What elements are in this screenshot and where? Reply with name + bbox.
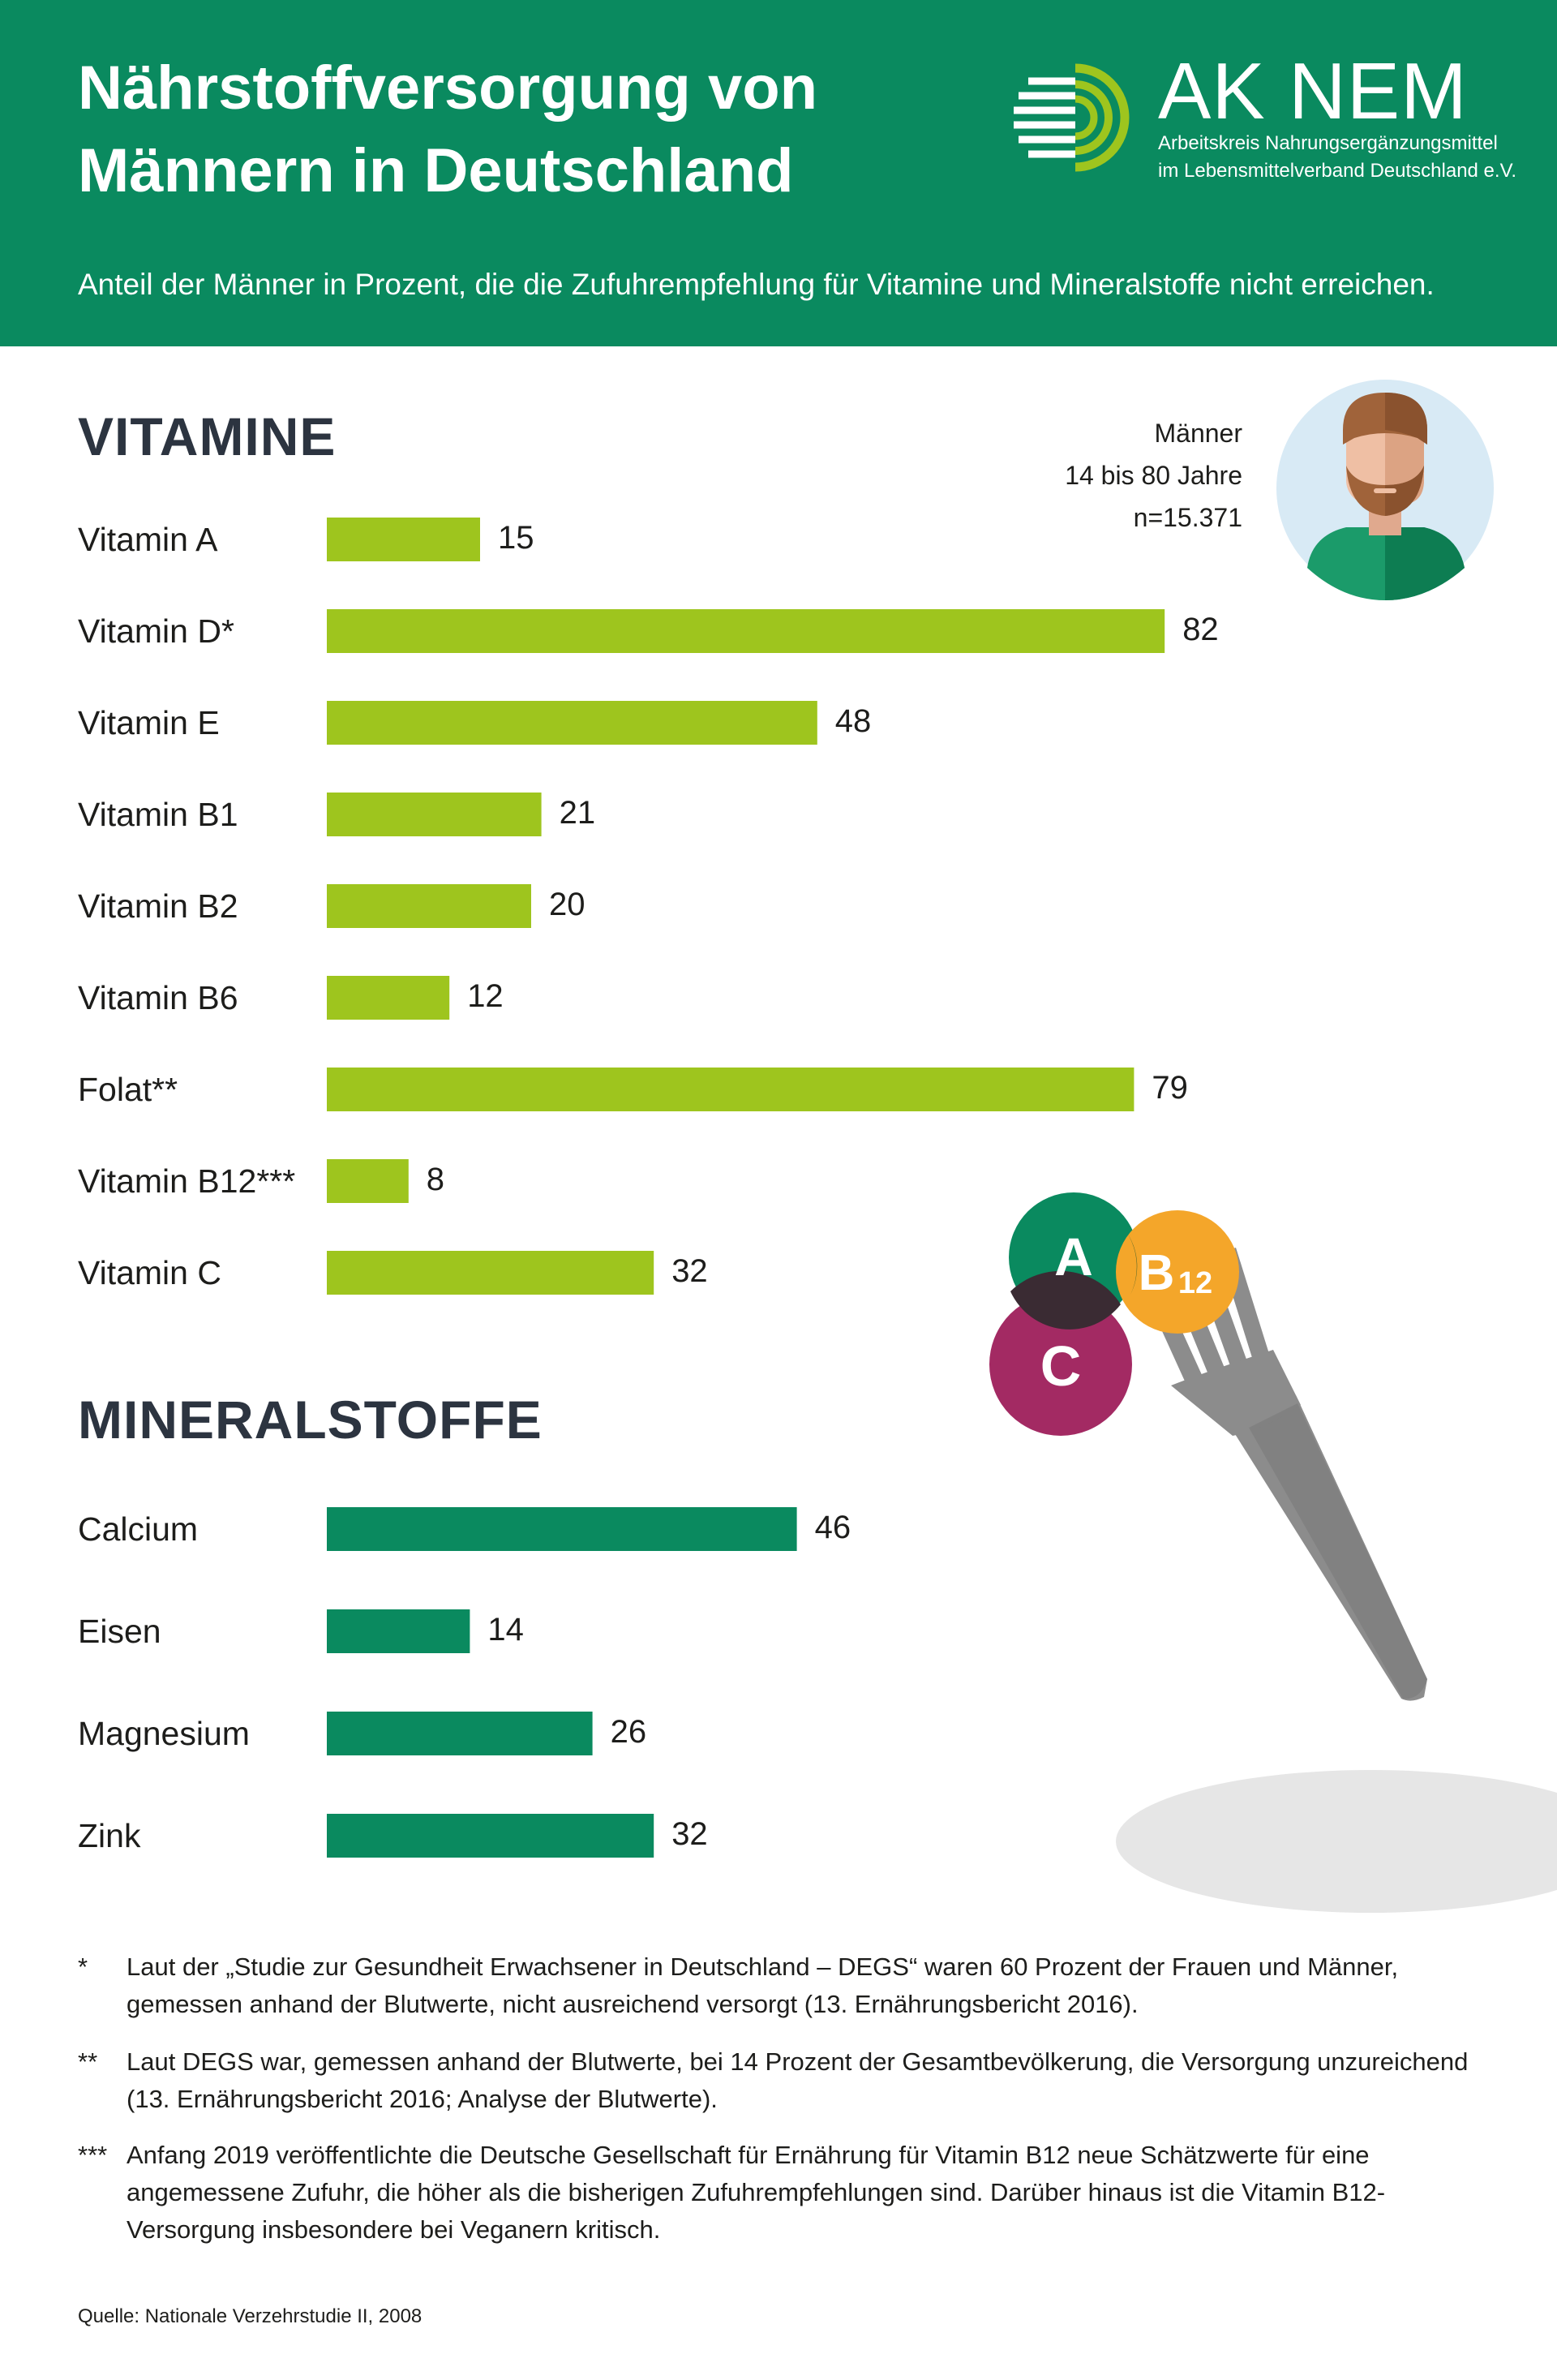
footnote-2-text: Laut DEGS war, gemessen anhand der Blutw… [127,2047,1469,2113]
value-label-calcium: 46 [815,1510,851,1545]
vitamin-c-badge [989,1293,1132,1436]
category-label-folat: Folat** [78,1071,178,1108]
category-label-vitamin-a: Vitamin A [78,521,218,558]
value-label-vitamin-c: 32 [671,1253,708,1289]
mineral-bar-eisen [327,1609,470,1653]
ak-nem-logo-icon [1014,63,1130,172]
footnote-3-mark: *** [78,2141,108,2169]
vitamin-c-label: C [1040,1334,1082,1398]
footnote-2: ** Laut DEGS war, gemessen anhand der Bl… [78,2043,1473,2118]
vitamin-badges: A B 12 C [989,1192,1239,1436]
category-label-vitamin-b1: Vitamin B1 [78,796,238,833]
brand-name: AK NEM [1158,46,1468,135]
vitamin-b12-subscript: 12 [1178,1266,1212,1300]
category-label-vitamin-c: Vitamin C [78,1254,221,1291]
source-note: Quelle: Nationale Verzehrstudie II, 2008 [78,2305,422,2327]
section-title-vitamine: VITAMINE [78,406,337,466]
footnote-1: * Laut der „Studie zur Gesundheit Erwach… [78,1948,1473,2023]
value-label-vitamin-e: 48 [835,703,872,739]
value-label-magnesium: 26 [611,1714,647,1750]
page-title: Nährstoffversorgung von Männern in Deuts… [78,47,889,213]
value-label-folat: 79 [1152,1070,1188,1106]
value-label-vitamin-b2: 20 [549,887,585,922]
vitamin-bar-vitamin-a [327,518,480,561]
vitamin-bar-vitamin-b6 [327,976,450,1020]
category-label-vitamin-b12: Vitamin B12*** [78,1162,295,1200]
brand-sub-line-2: im Lebensmittelverband Deutschland e.V. [1158,160,1517,182]
value-label-vitamin-b12: 8 [427,1162,444,1197]
category-label-vitamin-d: Vitamin D* [78,612,234,650]
category-label-calcium: Calcium [78,1510,198,1548]
demographic-note: Männer 14 bis 80 Jahre n=15.371 [1065,412,1242,539]
footnote-3: *** Anfang 2019 veröffentlichte die Deut… [78,2137,1473,2249]
brand-sub-line-1: Arbeitskreis Nahrungsergänzungsmittel [1158,132,1498,154]
value-label-vitamin-d: 82 [1182,612,1219,647]
category-label-eisen: Eisen [78,1613,161,1650]
vitamin-bar-vitamin-c [327,1251,654,1295]
header-banner: Nährstoffversorgung von Männern in Deuts… [0,0,1557,346]
value-label-vitamin-b1: 21 [560,795,596,831]
title-line-1: Nährstoffversorgung von [78,54,818,122]
vitamin-bar-vitamin-b2 [327,884,531,928]
vitamin-b-label: B [1139,1245,1175,1301]
brand-subtitle: Arbeitskreis Nahrungsergänzungsmittel im… [1158,130,1516,185]
vitamin-bar-folat [327,1068,1135,1111]
category-label-zink: Zink [78,1817,141,1854]
demographic-line-3: n=15.371 [1133,503,1242,532]
footnote-3-text: Anfang 2019 veröffentlichte die Deutsche… [127,2141,1386,2244]
value-label-zink: 32 [671,1816,708,1852]
vitamin-a-label: A [1054,1227,1093,1287]
mineral-bar-calcium [327,1507,797,1551]
mineral-bar-zink [327,1814,654,1858]
section-title-mineralstoffe: MINERALSTOFFE [78,1390,543,1450]
footnote-2-mark: ** [78,2047,98,2076]
vitamin-bar-vitamin-b12 [327,1159,409,1203]
vitamin-bar-vitamin-e [327,701,817,745]
man-avatar-icon [1276,380,1494,600]
mineral-bar-magnesium [327,1712,593,1755]
vitamin-bar-vitamin-d [327,609,1165,653]
demographic-line-2: 14 bis 80 Jahre [1065,461,1242,490]
value-label-eisen: 14 [487,1612,524,1648]
footnote-1-text: Laut der „Studie zur Gesundheit Erwachse… [127,1953,1399,2018]
category-label-vitamin-e: Vitamin E [78,704,220,741]
category-label-vitamin-b6: Vitamin B6 [78,979,238,1016]
value-label-vitamin-b6: 12 [467,978,504,1014]
plate-shadow [1116,1770,1557,1913]
page-subtitle: Anteil der Männer in Prozent, die die Zu… [78,268,1435,301]
demographic-line-1: Männer [1154,419,1243,448]
value-label-vitamin-a: 15 [498,520,534,556]
vitamin-b12-badge [1116,1210,1239,1334]
footnote-1-mark: * [78,1953,88,1981]
category-label-vitamin-b2: Vitamin B2 [78,887,238,925]
title-line-2: Männern in Deutschland [78,136,794,205]
category-label-magnesium: Magnesium [78,1715,250,1752]
vitamin-bar-vitamin-b1 [327,793,542,836]
